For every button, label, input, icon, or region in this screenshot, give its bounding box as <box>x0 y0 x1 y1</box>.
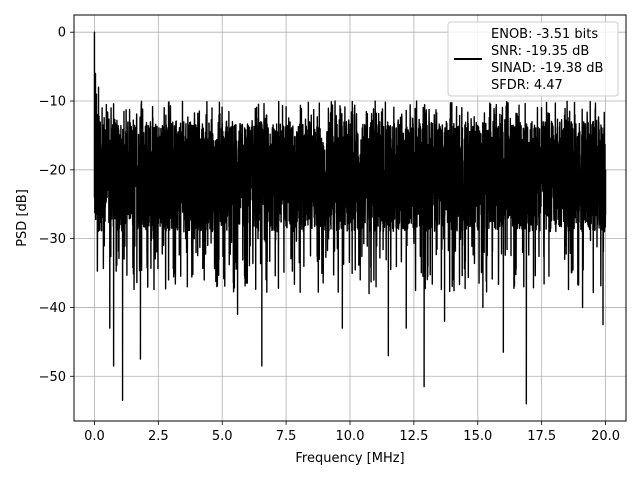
x-tick-label: 7.5 <box>276 429 297 444</box>
legend-entry-enob: ENOB: -3.51 bits <box>491 27 598 42</box>
plot-frame <box>73 14 627 422</box>
legend-entry-snr: SNR: -19.35 dB <box>491 44 589 59</box>
x-axis-label: Frequency [MHz] <box>295 451 404 466</box>
x-tick-label: 10.0 <box>336 429 365 444</box>
x-tick-label: 0.0 <box>84 429 105 444</box>
x-tick-label: 2.5 <box>148 429 169 444</box>
legend-entry-sinad: SINAD: -19.38 dB <box>491 61 603 76</box>
x-ticks: 0.0 2.5 5.0 7.5 10.0 12.5 15.0 17.5 20.0 <box>84 421 620 444</box>
x-tick-label: 12.5 <box>399 429 428 444</box>
x-tick-label: 5.0 <box>212 429 233 444</box>
y-tick-label: −10 <box>39 95 66 110</box>
y-tick-label: −50 <box>39 370 66 385</box>
y-axis-label: PSD [dB] <box>15 189 30 247</box>
y-tick-label: −20 <box>39 163 66 178</box>
x-tick-label: 15.0 <box>463 429 492 444</box>
x-tick-label: 20.0 <box>591 429 620 444</box>
legend-entry-sfdr: SFDR: 4.47 <box>491 78 563 93</box>
y-tick-label: −40 <box>39 301 66 316</box>
y-ticks: 0 −10 −20 −30 −40 −50 <box>39 26 74 385</box>
legend-box <box>447 21 619 97</box>
y-tick-label: −30 <box>39 232 66 247</box>
y-tick-label: 0 <box>58 26 66 41</box>
x-tick-label: 17.5 <box>527 429 556 444</box>
legend: ENOB: -3.51 bits SNR: -19.35 dB SINAD: -… <box>447 21 619 97</box>
psd-series-line <box>93 31 607 405</box>
series-layer <box>93 31 607 405</box>
